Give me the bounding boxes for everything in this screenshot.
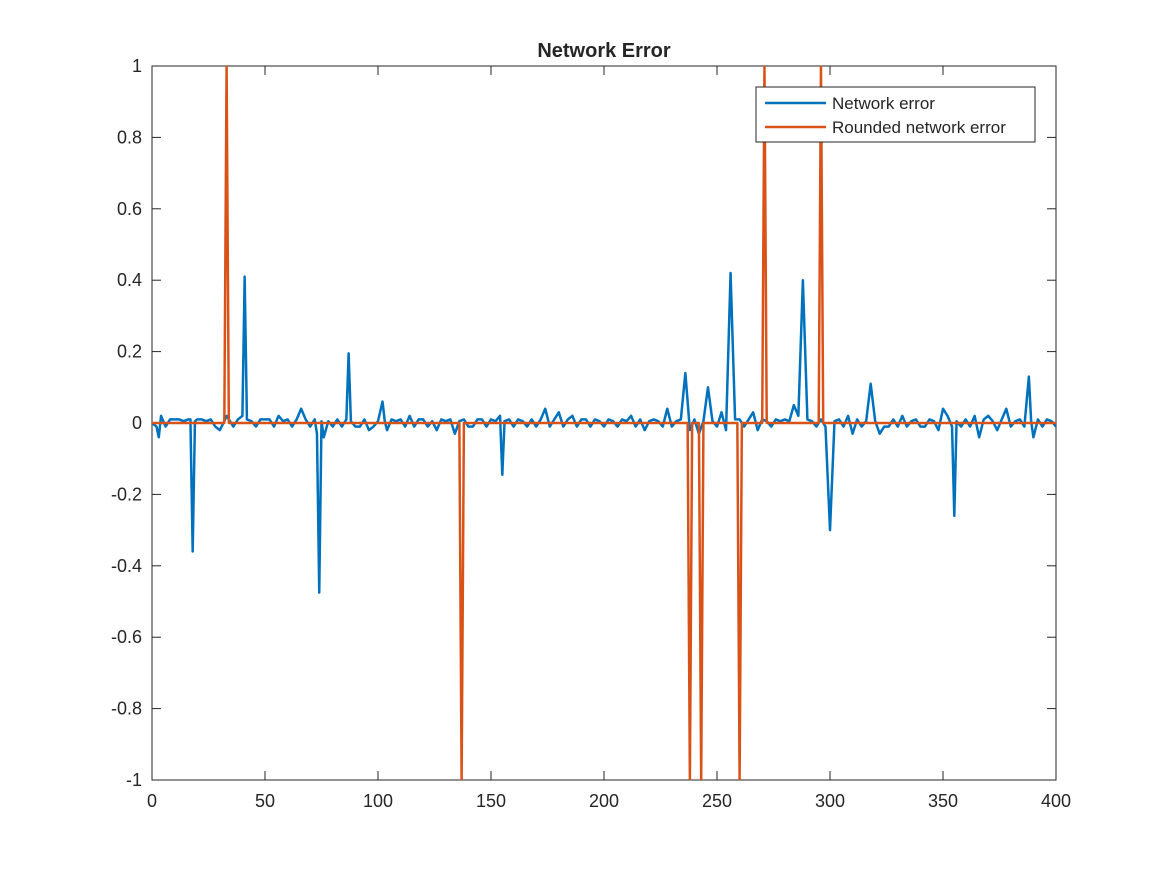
x-tick-label: 150 <box>476 791 506 811</box>
x-tick-label: 400 <box>1041 791 1071 811</box>
legend-label-rounded-network-error: Rounded network error <box>832 118 1006 137</box>
y-tick-label: 0.8 <box>117 127 142 147</box>
series-layer <box>152 66 1056 780</box>
legend[interactable]: Network error Rounded network error <box>755 86 1036 143</box>
y-tick-label: -1 <box>126 770 142 790</box>
rounded-network-error-line <box>152 66 1056 780</box>
x-tick-label: 250 <box>702 791 732 811</box>
x-tick-label: 350 <box>928 791 958 811</box>
x-tick-label: 50 <box>255 791 275 811</box>
legend-box <box>755 86 1036 143</box>
y-tick-label: 1 <box>132 56 142 76</box>
y-tick-label: 0.6 <box>117 199 142 219</box>
x-tick-label: 100 <box>363 791 393 811</box>
x-tick-label: 200 <box>589 791 619 811</box>
y-tick-label: 0.4 <box>117 270 142 290</box>
y-tick-label: -0.4 <box>111 556 142 576</box>
y-tick-label: -0.6 <box>111 627 142 647</box>
y-tick-label: 0.2 <box>117 342 142 362</box>
x-tick-label: 300 <box>815 791 845 811</box>
y-tick-label: -0.2 <box>111 484 142 504</box>
axis-tick-labels: 0 50 100 150 200 250 300 350 400 -1 -0.8 -0.6 -0.4 -0… <box>111 56 1071 811</box>
y-tick-label: -0.8 <box>111 699 142 719</box>
y-tick-label: 0 <box>132 413 142 433</box>
legend-label-network-error: Network error <box>832 94 935 113</box>
x-tick-label: 0 <box>147 791 157 811</box>
chart-title: Network Error <box>537 40 671 62</box>
axis-ticks <box>151 65 1057 781</box>
